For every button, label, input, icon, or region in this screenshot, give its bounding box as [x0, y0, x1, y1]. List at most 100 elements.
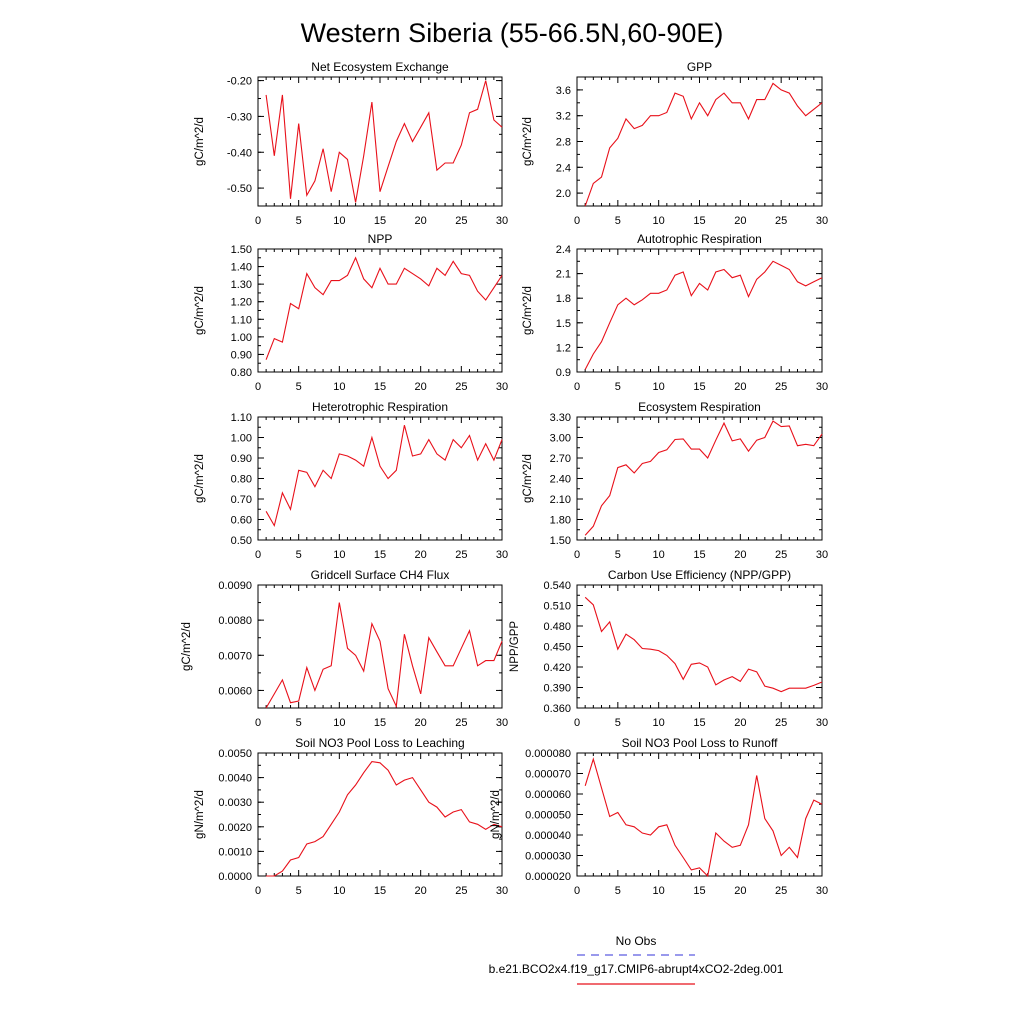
- y-tick-label: 2.70: [550, 453, 571, 465]
- y-tick-label: 0.0010: [218, 846, 252, 858]
- x-tick-label: 0: [255, 215, 261, 227]
- y-axis-label: NPP/GPP: [509, 621, 521, 672]
- y-tick-label: 0.000080: [525, 748, 571, 760]
- x-tick-label: 25: [775, 381, 787, 393]
- y-axis-label: gC/m^2/d: [194, 117, 206, 166]
- series-line: [584, 596, 823, 693]
- y-tick-label: 0.60: [231, 515, 252, 527]
- y-tick-label: 2.4: [556, 244, 571, 256]
- y-tick-label: 0.510: [543, 601, 571, 613]
- legend: No Obs b.e21.BCO2x4.f19_g17.CMIP6-abrupt…: [489, 934, 784, 985]
- y-tick-label: 1.50: [231, 244, 252, 256]
- y-tick-label: 0.50: [231, 535, 252, 547]
- x-tick-label: 15: [693, 381, 705, 393]
- x-tick-label: 25: [455, 717, 467, 729]
- y-axis-label: gN/m^2/d: [490, 790, 502, 839]
- y-tick-label: 3.30: [550, 412, 571, 424]
- x-tick-label: 15: [693, 885, 705, 897]
- x-tick-label: 20: [415, 381, 427, 393]
- panel-8: Carbon Use Efficiency (NPP/GPP) NPP/GPP 0 5…: [509, 568, 828, 729]
- x-tick-label: 5: [615, 549, 621, 561]
- y-tick-label: 0.9: [556, 367, 571, 379]
- y-tick-label: 0.0040: [218, 773, 252, 785]
- y-tick-label: 3.00: [550, 433, 571, 445]
- x-tick-label: 0: [574, 885, 580, 897]
- panel-title: Heterotrophic Respiration: [312, 400, 448, 414]
- y-tick-label: 0.000060: [525, 789, 571, 801]
- series-line: [265, 256, 503, 360]
- x-tick-label: 5: [615, 717, 621, 729]
- x-tick-label: 0: [255, 549, 261, 561]
- y-tick-label: 1.10: [231, 314, 252, 326]
- x-tick-label: 20: [734, 717, 746, 729]
- x-tick-label: 15: [374, 885, 386, 897]
- x-tick-label: 10: [333, 885, 345, 897]
- legend-obs-label: No Obs: [616, 934, 657, 948]
- y-tick-label: 0.0080: [218, 615, 252, 627]
- x-tick-label: 5: [615, 381, 621, 393]
- y-axis-label: gC/m^2/d: [522, 286, 534, 335]
- y-tick-label: 0.450: [543, 642, 571, 654]
- y-tick-label: 2.1: [556, 269, 571, 281]
- panel-title: Gridcell Surface CH4 Flux: [311, 568, 450, 582]
- y-tick-label: 1.80: [550, 515, 571, 527]
- y-tick-label: 0.480: [543, 621, 571, 633]
- y-tick-label: 0.0060: [218, 685, 252, 697]
- y-axis-label: gC/m^2/d: [194, 286, 206, 335]
- series-line: [584, 82, 823, 207]
- y-tick-label: 0.000020: [525, 871, 571, 883]
- panel-title: Carbon Use Efficiency (NPP/GPP): [608, 568, 791, 582]
- y-tick-label: 0.390: [543, 683, 571, 695]
- y-tick-label: 1.8: [556, 293, 571, 305]
- plot-frame: [257, 752, 503, 877]
- x-tick-label: 5: [296, 215, 302, 227]
- x-tick-label: 30: [496, 215, 508, 227]
- x-tick-label: 25: [455, 549, 467, 561]
- x-tick-label: 15: [374, 549, 386, 561]
- y-tick-label: -0.50: [227, 183, 252, 195]
- y-tick-label: 1.00: [231, 433, 252, 445]
- y-tick-label: 0.0070: [218, 650, 252, 662]
- panel-4: Autotrophic Respiration gC/m^2/d 0 5 10 15 20 2…: [522, 232, 828, 393]
- x-tick-label: 10: [333, 717, 345, 729]
- y-tick-label: 0.0050: [218, 748, 252, 760]
- x-tick-label: 5: [615, 215, 621, 227]
- series-line: [266, 761, 503, 877]
- y-tick-label: 0.000040: [525, 830, 571, 842]
- y-tick-label: 0.0020: [218, 822, 252, 834]
- series-line: [584, 420, 823, 536]
- x-tick-label: 5: [296, 885, 302, 897]
- x-tick-label: 0: [574, 549, 580, 561]
- x-tick-label: 0: [574, 215, 580, 227]
- x-tick-label: 5: [296, 381, 302, 393]
- panel-3: NPP gC/m^2/d 0 5 10 15 20 25 30 0.80 0.90 1.00 1.10 1…: [194, 232, 508, 393]
- y-tick-label: 1.30: [231, 279, 252, 291]
- x-tick-label: 10: [653, 717, 665, 729]
- y-tick-label: 0.0030: [218, 797, 252, 809]
- panel-1: Net Ecosystem Exchange gC/m^2/d 0 5 10 15 20 25…: [194, 60, 508, 227]
- x-tick-label: 15: [374, 381, 386, 393]
- y-axis-label: gC/m^2/d: [181, 622, 193, 671]
- y-tick-label: -0.20: [227, 76, 252, 88]
- y-tick-label: 0.70: [231, 494, 252, 506]
- y-tick-label: 0.000050: [525, 810, 571, 822]
- x-tick-label: 25: [775, 885, 787, 897]
- y-tick-label: 3.6: [556, 85, 571, 97]
- x-tick-label: 20: [415, 549, 427, 561]
- y-tick-label: 1.5: [556, 318, 571, 330]
- legend-model-label: b.e21.BCO2x4.f19_g17.CMIP6-abrupt4xCO2-2…: [489, 962, 784, 976]
- series-line: [265, 602, 503, 709]
- panel-title: GPP: [687, 60, 712, 74]
- series-line: [584, 757, 823, 878]
- x-tick-label: 10: [333, 549, 345, 561]
- x-tick-label: 25: [775, 549, 787, 561]
- x-tick-label: 15: [693, 717, 705, 729]
- x-tick-label: 15: [374, 215, 386, 227]
- y-tick-label: 0.90: [231, 453, 252, 465]
- x-tick-label: 0: [574, 717, 580, 729]
- y-tick-label: -0.40: [227, 147, 252, 159]
- x-tick-label: 30: [496, 381, 508, 393]
- x-tick-label: 20: [415, 215, 427, 227]
- y-tick-label: 2.8: [556, 137, 571, 149]
